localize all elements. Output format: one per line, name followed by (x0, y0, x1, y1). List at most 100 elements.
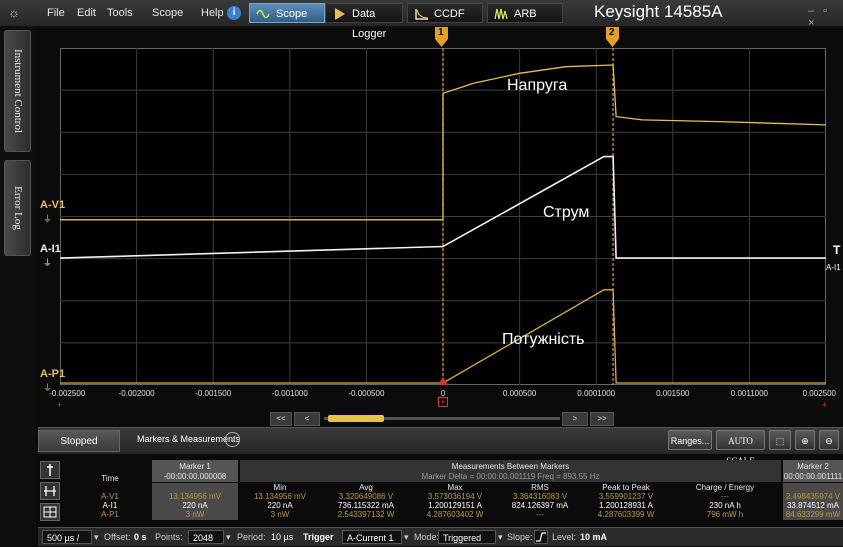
window-controls[interactable]: – ▫ × (808, 5, 831, 29)
time-scrollbar[interactable]: << < > >> (270, 412, 615, 426)
channel-label-i1[interactable]: A-I1 (40, 243, 61, 255)
ccdf-icon (415, 9, 429, 20)
marker1-header-bg (152, 460, 238, 482)
offset-label: Offset: (104, 532, 131, 542)
x-tick-label: -0.002500 (49, 389, 86, 398)
instrument-control-tab[interactable]: Instrument Control (4, 30, 31, 152)
ranges-button[interactable]: Ranges... (668, 430, 712, 450)
left-plus-icon: + (57, 400, 63, 410)
scope-plot-area[interactable] (60, 48, 826, 385)
x-tick-label: 0.000500 (502, 389, 537, 398)
channel-label-p1[interactable]: A-P1 (40, 368, 66, 380)
bottom-control-bar: 500 µs / ▾ Offset: 0 s Points: 2048 ▾ Pe… (38, 527, 843, 546)
annotation-voltage: Напруга (507, 77, 568, 94)
mode-select[interactable]: Triggered (438, 530, 496, 544)
play-icon (335, 8, 345, 20)
scroll-far-left-button[interactable]: << (270, 412, 292, 426)
chevron-down-icon[interactable]: ▾ (94, 532, 99, 542)
side-strip: Instrument Control Error Log (0, 26, 36, 545)
tab-scope[interactable]: Scope (249, 3, 325, 23)
chevron-down-icon[interactable]: ⌄ (225, 432, 240, 447)
measurement-table-icon[interactable] (40, 503, 60, 521)
x-tick-label: 0.001500 (656, 389, 690, 398)
trigger-source-select[interactable]: A-Current 1 (342, 530, 402, 544)
trigger-position-icon[interactable]: + (438, 397, 448, 407)
zoom-box-icon[interactable]: ⬚ (769, 430, 791, 450)
marker-1-handle[interactable] (435, 27, 448, 47)
time-zero-indicator (438, 377, 448, 385)
sun-icon[interactable]: ☼ (8, 5, 20, 20)
menu-tools[interactable]: Tools (107, 7, 133, 19)
tab-ccdf[interactable]: CCDF (407, 3, 483, 23)
ground-icon: ⏚ (43, 258, 53, 268)
marker-span-icon[interactable] (40, 482, 60, 500)
points-label: Points: (155, 532, 183, 542)
marker-delta: Marker Delta = 00:00:00.001119 Freq = 89… (421, 472, 600, 481)
marker2-col-bg (783, 483, 843, 520)
timebase-select[interactable]: 500 µs / (42, 530, 92, 544)
marker-2-handle[interactable] (606, 27, 619, 47)
error-log-tab[interactable]: Error Log (4, 160, 31, 256)
trigger-level-marker[interactable]: T (833, 243, 841, 257)
slope-rising-icon[interactable] (534, 530, 548, 544)
scroll-right-button[interactable]: > (562, 412, 588, 426)
offset-value[interactable]: 0 s (134, 532, 147, 542)
row-i1-avg: 736.115322 mA (338, 501, 394, 510)
info-icon[interactable]: i (227, 6, 241, 20)
col-rms-header: RMS (531, 483, 549, 492)
marker-1-label: 1 (438, 27, 444, 38)
marker2-time: 00:00:00.001111 (783, 472, 843, 481)
trace-a-p1 (60, 289, 826, 384)
row-i1-p2p: 1.200128931 A (599, 501, 653, 510)
menu-scope[interactable]: Scope (152, 7, 184, 19)
x-tick-label: 0.0001000 (577, 389, 616, 398)
run-status-button[interactable]: Stopped (38, 430, 120, 452)
waveform-chart (60, 48, 826, 385)
level-value[interactable]: 10 mA (580, 532, 608, 542)
instrument-control-label: Instrument Control (11, 48, 24, 134)
period-value: 10 µs (271, 532, 294, 542)
tab-arb-label: ARB (514, 8, 537, 20)
marker-2-label: 2 (609, 27, 615, 38)
chevron-down-icon[interactable]: ▾ (226, 532, 231, 542)
x-tick-label: -0.001500 (195, 389, 232, 398)
row-i1-marker1: 220 nA (182, 501, 208, 510)
x-tick-label: -0.001000 (271, 389, 308, 398)
row-v1-marker1: 13.134956 mV (168, 492, 222, 501)
marker1-col-bg (152, 483, 238, 520)
row-p1-name: A-P1 (101, 510, 119, 519)
tab-data-logger-label: Data Logger (352, 8, 387, 40)
col-p2p-header: Peak to Peak (602, 483, 650, 492)
annotation-current: Струм (543, 204, 590, 221)
col-min-header: Min (273, 483, 287, 492)
row-v1-rms: 3.364316083 V (512, 492, 568, 501)
points-select[interactable]: 2048 (188, 530, 224, 544)
x-tick-label: 0.002500 (802, 389, 837, 398)
scroll-thumb[interactable] (328, 415, 384, 422)
menu-help[interactable]: Help (201, 7, 224, 19)
marker2-header-bg (783, 460, 843, 482)
marker-tool-icon[interactable] (40, 461, 60, 479)
zoom-in-icon[interactable]: ⊕ (795, 430, 815, 450)
marker1-header: Marker 1 (179, 462, 211, 471)
menu-file[interactable]: File (47, 7, 65, 19)
menu-bar: ☼ File Edit Tools Scope Help i Scope Dat… (0, 0, 843, 40)
scroll-track[interactable] (324, 417, 560, 420)
row-v1-avg: 3.320649086 V (338, 492, 394, 501)
scroll-left-button[interactable]: < (294, 412, 320, 426)
trigger-channel-label: A-I1 (826, 263, 841, 272)
trace-a-v1 (60, 64, 826, 221)
scroll-far-right-button[interactable]: >> (590, 412, 614, 426)
channel-label-v1[interactable]: A-V1 (40, 199, 66, 211)
x-tick-label: -0.002000 (118, 389, 155, 398)
tab-data-logger[interactable]: Data Logger (325, 3, 403, 40)
panel-title: Markers & Measurements (137, 434, 241, 444)
chevron-down-icon[interactable]: ▾ (498, 532, 503, 542)
trigger-label: Trigger (303, 532, 334, 542)
chevron-down-icon[interactable]: ▾ (404, 532, 409, 542)
auto-scale-button[interactable]: AUTO SCALE (716, 430, 765, 466)
tab-arb[interactable]: ARB (487, 3, 563, 23)
row-v1-marker2: 2.498435974 V (785, 492, 841, 501)
zoom-out-icon[interactable]: ⊖ (819, 430, 839, 450)
menu-edit[interactable]: Edit (77, 7, 96, 19)
